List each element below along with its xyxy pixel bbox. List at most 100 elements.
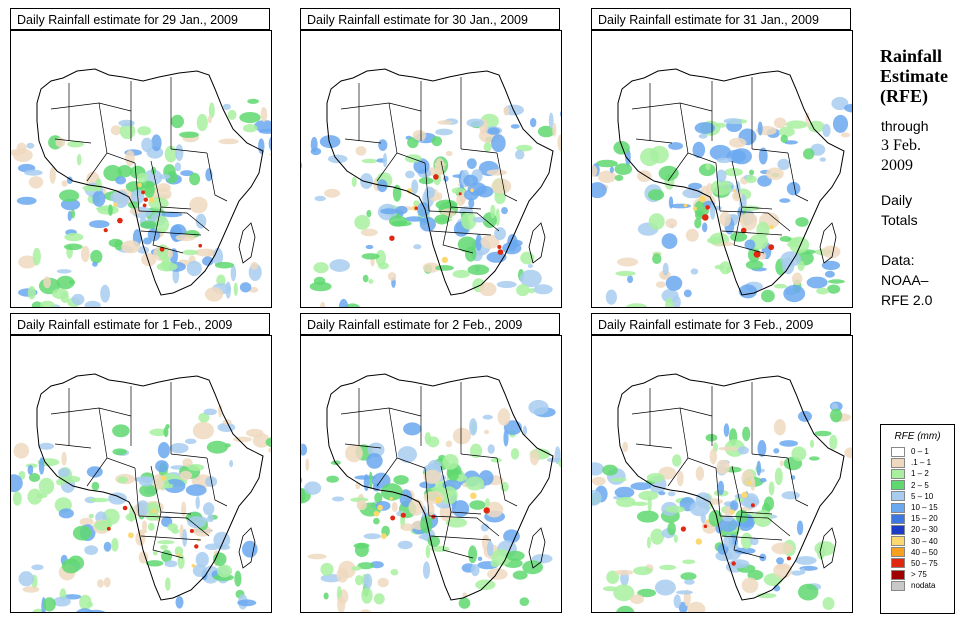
country-border <box>424 162 430 212</box>
legend-swatch <box>891 480 905 491</box>
rainfall-blob <box>747 569 764 581</box>
rainfall-blob <box>775 564 789 570</box>
country-border <box>442 511 474 559</box>
legend-label: .1 – 1 <box>911 458 932 468</box>
rainfall-blob <box>61 180 68 187</box>
rainfall-blob <box>373 593 385 605</box>
rainfall-blob <box>137 126 152 136</box>
rainfall-blob <box>329 259 350 272</box>
rainfall-blob <box>792 272 803 285</box>
heavy-rain-spot <box>470 188 474 193</box>
rainfall-blob <box>357 562 374 570</box>
rainfall-blob <box>32 247 41 266</box>
rainfall-blob <box>424 186 435 199</box>
rainfall-blob <box>777 158 790 171</box>
rainfall-blob <box>806 276 828 289</box>
legend-label: 15 – 20 <box>911 514 938 524</box>
rainfall-blob <box>742 426 751 442</box>
rainfall-blob <box>112 448 127 456</box>
rainfall-blob <box>405 216 424 222</box>
heavy-rain-spot <box>497 245 502 249</box>
rainfall-blob <box>125 513 137 522</box>
country-border <box>206 457 228 507</box>
rainfall-blob <box>627 275 634 284</box>
rainfall-blob <box>519 269 542 288</box>
rainfall-blob <box>485 498 490 507</box>
rainfall-blob <box>301 443 308 456</box>
rainfall-blob <box>88 513 95 519</box>
rainfall-blob <box>756 460 762 476</box>
rainfall-blob <box>832 114 849 133</box>
rainfall-blob <box>789 236 810 254</box>
country-border <box>138 210 210 232</box>
rainfall-blob <box>362 274 369 283</box>
rainfall-blob <box>166 170 178 184</box>
rainfall-blob <box>141 252 157 267</box>
rainfall-blob <box>12 491 22 506</box>
madagascar-outline <box>238 222 256 264</box>
rainfall-blob <box>165 577 171 591</box>
heavy-rain-spot <box>747 480 752 485</box>
rainfall-blob <box>64 232 84 242</box>
rainfall-blob <box>501 207 508 215</box>
rainfall-blob <box>773 117 787 129</box>
rainfall-blob <box>112 424 130 438</box>
panel-title: Daily Rainfall estimate for 2 Feb., 2009 <box>300 313 560 335</box>
heavy-rain-spot <box>389 496 393 501</box>
heavy-rain-spot <box>702 214 709 221</box>
rainfall-blob <box>530 117 537 128</box>
rainfall-blob <box>552 122 557 137</box>
rainfall-blob <box>250 262 259 270</box>
rainfall-blob <box>527 264 533 268</box>
rainfall-blob <box>361 587 373 604</box>
rainfall-blob <box>709 448 717 465</box>
rainfall-blob <box>31 564 44 571</box>
through-label: through <box>881 118 929 134</box>
rainfall-blob <box>301 487 306 503</box>
rainfall-blob <box>420 218 427 224</box>
africa-map-svg <box>11 373 271 612</box>
heavy-rain-spot <box>414 206 418 210</box>
rainfall-blob <box>774 467 783 486</box>
rainfall-blob <box>734 547 756 555</box>
rainfall-blob <box>60 292 69 304</box>
rainfall-blob <box>743 493 759 509</box>
rainfall-blob <box>301 442 302 452</box>
rainfall-blob <box>766 167 784 180</box>
rainfall-blob <box>616 605 635 612</box>
rainfall-blob <box>617 257 639 267</box>
rainfall-blob <box>708 509 723 527</box>
rainfall-blob <box>162 255 171 272</box>
rainfall-blob <box>781 491 800 500</box>
heavy-rain-spot <box>768 244 775 251</box>
rainfall-blob <box>170 114 184 129</box>
rainfall-blob <box>365 244 374 250</box>
rainfall-blob <box>354 543 369 557</box>
rainfall-blob <box>800 567 806 575</box>
panel-title: Daily Rainfall estimate for 31 Jan., 200… <box>591 8 851 30</box>
rainfall-blob <box>646 536 651 549</box>
rainfall-blob <box>378 139 388 151</box>
rainfall-blob <box>659 564 677 571</box>
coastline <box>36 373 264 601</box>
rainfall-blob <box>647 495 652 513</box>
rainfall-blob <box>602 586 618 592</box>
rainfall-blob <box>431 136 443 147</box>
rainfall-blob <box>732 191 743 202</box>
rainfall-blob <box>393 475 409 485</box>
rainfall-blob <box>780 134 788 143</box>
rainfall-blob <box>208 102 215 119</box>
rainfall-blob <box>163 426 169 438</box>
rainfall-blob <box>668 196 674 209</box>
rainfall-blob <box>345 444 363 463</box>
rainfall-blob <box>149 428 168 437</box>
rainfall-blob <box>475 234 482 251</box>
rainfall-blob <box>687 601 706 612</box>
rainfall-blob <box>13 442 30 459</box>
panel-title: Daily Rainfall estimate for 30 Jan., 200… <box>300 8 560 30</box>
rainfall-blob <box>119 122 136 140</box>
rainfall-blob <box>665 275 683 291</box>
heavy-rain-spot <box>152 509 157 514</box>
rainfall-blob <box>351 176 357 187</box>
heavy-rain-spot <box>753 250 761 258</box>
